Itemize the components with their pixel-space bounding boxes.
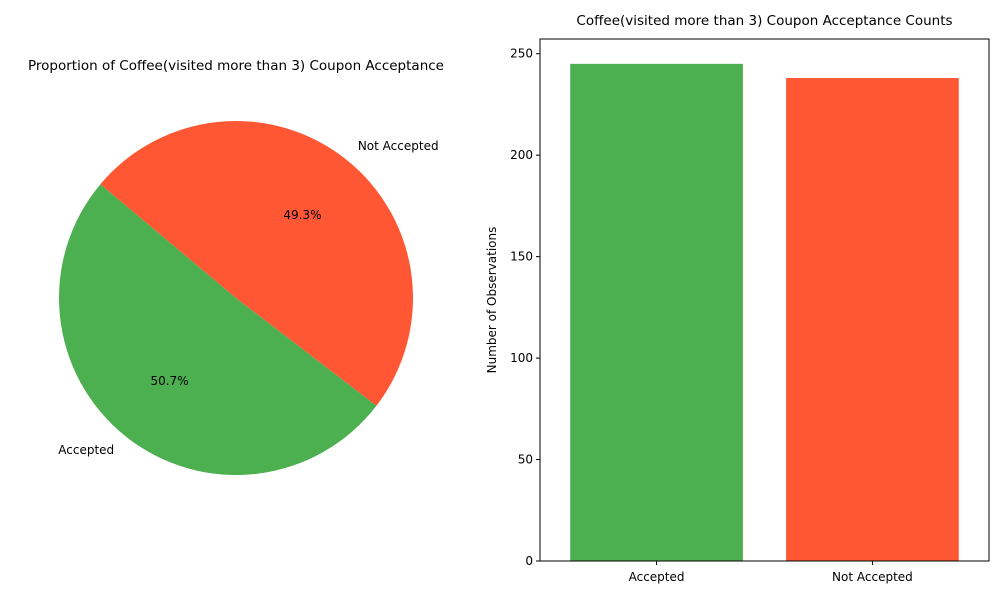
y-tick-label-250: 250 xyxy=(510,47,533,61)
bars xyxy=(570,63,959,562)
y-tick-label-0: 0 xyxy=(525,554,533,568)
pie-percent-label-not-accepted: 49.3% xyxy=(283,208,321,222)
y-tick-label-100: 100 xyxy=(510,351,533,365)
y-axis-ticks: 0 50 100 150 200 250 xyxy=(510,47,540,568)
x-axis-ticks: Accepted Not Accepted xyxy=(629,561,913,584)
plot-frame xyxy=(539,38,990,562)
y-tick-label-200: 200 xyxy=(510,148,533,162)
y-axis-label: Number of Observations xyxy=(485,227,499,374)
y-tick-label-150: 150 xyxy=(510,250,533,264)
pie-chart-title: Proportion of Coffee(visited more than 3… xyxy=(28,58,444,74)
pie-percent-label-accepted: 50.7% xyxy=(150,374,188,388)
pie-category-label-not-accepted: Not Accepted xyxy=(358,139,439,153)
pie-chart: Proportion of Coffee(visited more than 3… xyxy=(28,58,444,475)
pie-slice-not-accepted xyxy=(100,120,414,406)
pie-slice-accepted xyxy=(59,184,377,475)
x-tick-label-not-accepted: Not Accepted xyxy=(832,570,913,584)
pie-slices xyxy=(59,120,414,475)
x-tick-label-accepted: Accepted xyxy=(629,570,685,584)
bar-accepted xyxy=(570,63,743,561)
bar-chart-title: Coffee(visited more than 3) Coupon Accep… xyxy=(576,13,952,29)
bar-chart: Coffee(visited more than 3) Coupon Accep… xyxy=(485,13,990,584)
y-tick-label-50: 50 xyxy=(518,453,533,467)
pie-category-label-accepted: Accepted xyxy=(58,443,114,457)
bar-not-accepted xyxy=(786,78,959,562)
pie-labels: 50.7% Accepted 49.3% Not Accepted xyxy=(58,139,438,457)
